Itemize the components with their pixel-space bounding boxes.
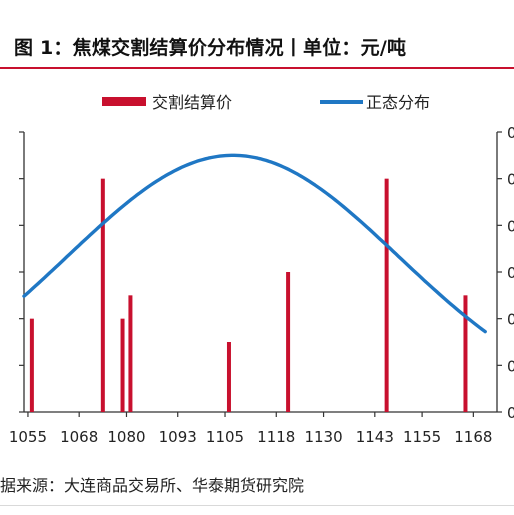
bar [29,318,34,412]
chart-legend: 交割结算价 正态分布 [102,93,430,112]
chart-title: 图 1：焦煤交割结算价分布情况丨单位：元/吨 [14,37,407,59]
right-tick-label: 0 [507,404,514,422]
bar [128,295,133,412]
line-series [22,153,487,334]
legend-label-bar: 交割结算价 [152,93,232,112]
right-tick-label: 0 [507,311,514,329]
x-tick-label: 1093 [159,428,197,446]
right-tick-label: 0 [507,217,514,235]
right-tick-label: 0 [507,357,514,375]
x-tick-label: 1055 [9,428,47,446]
x-tick-label: 1168 [454,428,492,446]
right-tick-label: 0 [507,124,514,142]
x-tick-label: 1105 [206,428,244,446]
bar [226,342,231,412]
bar [120,318,125,412]
bar [463,295,468,412]
x-axis-tick-labels: 1055 1068 1080 1093 1105 1118 1130 1143 1155 1168 [9,428,493,446]
title-divider [0,67,514,69]
right-axis-tick-labels: 0 0 0 0 0 0 0 [507,124,514,422]
x-tick-label: 1155 [403,428,441,446]
x-tick-label: 1130 [304,428,342,446]
bar-series [29,178,468,412]
source-divider [0,505,514,506]
x-tick-label: 1080 [107,428,145,446]
right-tick-label: 0 [507,264,514,282]
x-tick-label: 1118 [257,428,295,446]
x-tick-label: 1143 [356,428,394,446]
x-tick-label: 1068 [60,428,98,446]
bar [384,178,389,412]
bar [286,272,291,412]
source-note: 据来源：大连商品交易所、华泰期货研究院 [0,476,305,495]
normal-distribution-line [22,153,487,334]
legend-label-line: 正态分布 [366,93,430,112]
axes [19,131,502,417]
bar [100,178,105,412]
right-tick-label: 0 [507,171,514,189]
legend-swatch-bar [102,97,146,106]
